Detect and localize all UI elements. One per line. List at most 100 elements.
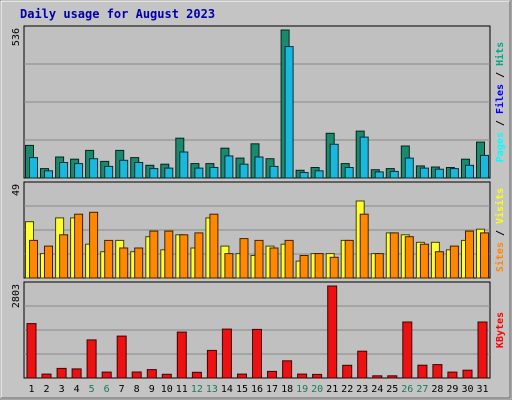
series-legend: Sites / Visits [494,188,506,272]
legend-entry: KBytes [495,312,506,348]
bar-kbytes-day-1 [26,323,37,379]
bar-files-day-27 [419,167,429,179]
x-tick-label-6: 6 [104,384,110,395]
x-tick-label-16: 16 [251,384,263,395]
panel-visits-sites: 49 Sites / Visits [11,181,506,279]
bar-files-day-6 [104,165,114,179]
bar-kbytes-day-21 [327,285,338,379]
bar-sites-day-30 [465,230,474,279]
panel-kbytes: 2803 KBytes [11,281,506,379]
bar-kbytes-day-20 [312,373,323,379]
bar-files-day-17 [269,165,279,179]
x-tick-label-3: 3 [59,384,65,395]
bar-kbytes-day-30 [462,369,473,379]
bar-files-day-21 [329,143,339,179]
bar-sites-day-25 [389,232,399,279]
bar-files-day-10 [164,167,174,179]
bar-kbytes-day-31 [477,321,488,379]
bar-kbytes-day-10 [161,373,172,379]
bar-sites-day-3 [59,234,69,279]
bar-kbytes-day-22 [342,364,353,379]
bar-sites-day-6 [104,239,114,279]
bar-files-day-1 [29,157,38,179]
bar-files-day-14 [224,155,234,179]
bar-files-day-23 [359,136,369,179]
bar-sites-day-27 [419,243,429,279]
x-tick-label-14: 14 [221,384,233,395]
bar-sites-day-2 [44,245,53,279]
legend-entry: Visits [494,188,506,224]
bar-files-day-31 [480,154,489,179]
bar-sites-day-13 [209,213,219,279]
bar-sites-day-10 [164,230,174,279]
x-tick-label-19: 19 [296,384,308,395]
bar-kbytes-day-9 [146,369,157,379]
bar-kbytes-day-8 [131,371,142,379]
bar-kbytes-day-7 [116,335,127,379]
bar-kbytes-day-29 [447,371,458,379]
bar-kbytes-day-23 [357,350,368,379]
bar-sites-day-14 [224,253,234,279]
bar-sites-day-15 [239,238,249,279]
bar-kbytes-day-5 [86,339,97,379]
x-tick-label-15: 15 [236,384,248,395]
x-tick-label-27: 27 [416,384,428,395]
panels-layer: 536 Pages / Files / Hits 49 Sites / Visits 2… [11,25,506,379]
bar-files-day-29 [449,168,459,179]
y-max-label: 2803 [11,284,22,308]
x-tick-label-7: 7 [119,384,125,395]
bar-kbytes-day-6 [101,371,112,379]
bar-files-day-3 [59,162,69,179]
bar-kbytes-day-17 [267,370,277,379]
legend-entry: / [495,114,506,132]
bar-files-day-8 [134,162,144,179]
y-max-label: 49 [11,184,22,196]
x-tick-label-9: 9 [149,384,155,395]
bar-sites-day-9 [149,230,159,279]
bar-files-day-4 [74,163,84,179]
legend-entry: Sites [494,242,506,272]
series-legend: Pages / Files / Hits [494,42,506,162]
bar-files-day-19 [299,172,309,179]
bar-sites-day-26 [404,236,414,279]
x-tick-label-22: 22 [341,384,353,395]
bar-kbytes-day-16 [252,328,262,379]
bar-files-day-5 [89,158,99,179]
bar-sites-day-1 [29,239,38,279]
bar-files-day-28 [434,168,444,179]
bar-kbytes-day-27 [417,364,428,379]
x-tick-label-18: 18 [281,384,293,395]
x-tick-label-24: 24 [371,384,383,395]
bar-files-day-18 [284,46,294,179]
bar-sites-day-20 [314,253,324,279]
bar-sites-day-19 [299,255,309,279]
x-tick-label-1: 1 [28,384,34,395]
bar-kbytes-day-28 [432,364,443,379]
legend-entry: Files [494,84,506,114]
bar-sites-day-4 [74,213,84,279]
bar-files-day-30 [465,164,474,179]
x-tick-label-25: 25 [386,384,398,395]
legend-entry: Pages [495,132,506,162]
bar-files-day-25 [389,170,399,179]
bar-sites-day-11 [179,234,189,279]
x-tick-label-29: 29 [446,384,458,395]
bar-sites-day-12 [194,232,204,279]
x-tick-label-12: 12 [191,384,203,395]
x-tick-label-26: 26 [401,384,413,395]
bar-files-day-7 [119,159,129,179]
x-tick-label-31: 31 [476,384,488,395]
bar-files-day-15 [239,163,249,179]
series-legend: KBytes [495,312,506,348]
bar-files-day-13 [209,167,219,179]
bar-files-day-12 [194,167,204,179]
bar-sites-day-7 [119,247,129,279]
bar-sites-day-21 [329,256,339,279]
x-tick-label-17: 17 [266,384,278,395]
x-tick-label-13: 13 [206,384,218,395]
x-tick-label-23: 23 [356,384,368,395]
bar-kbytes-day-15 [237,373,247,379]
x-tick-label-28: 28 [431,384,443,395]
